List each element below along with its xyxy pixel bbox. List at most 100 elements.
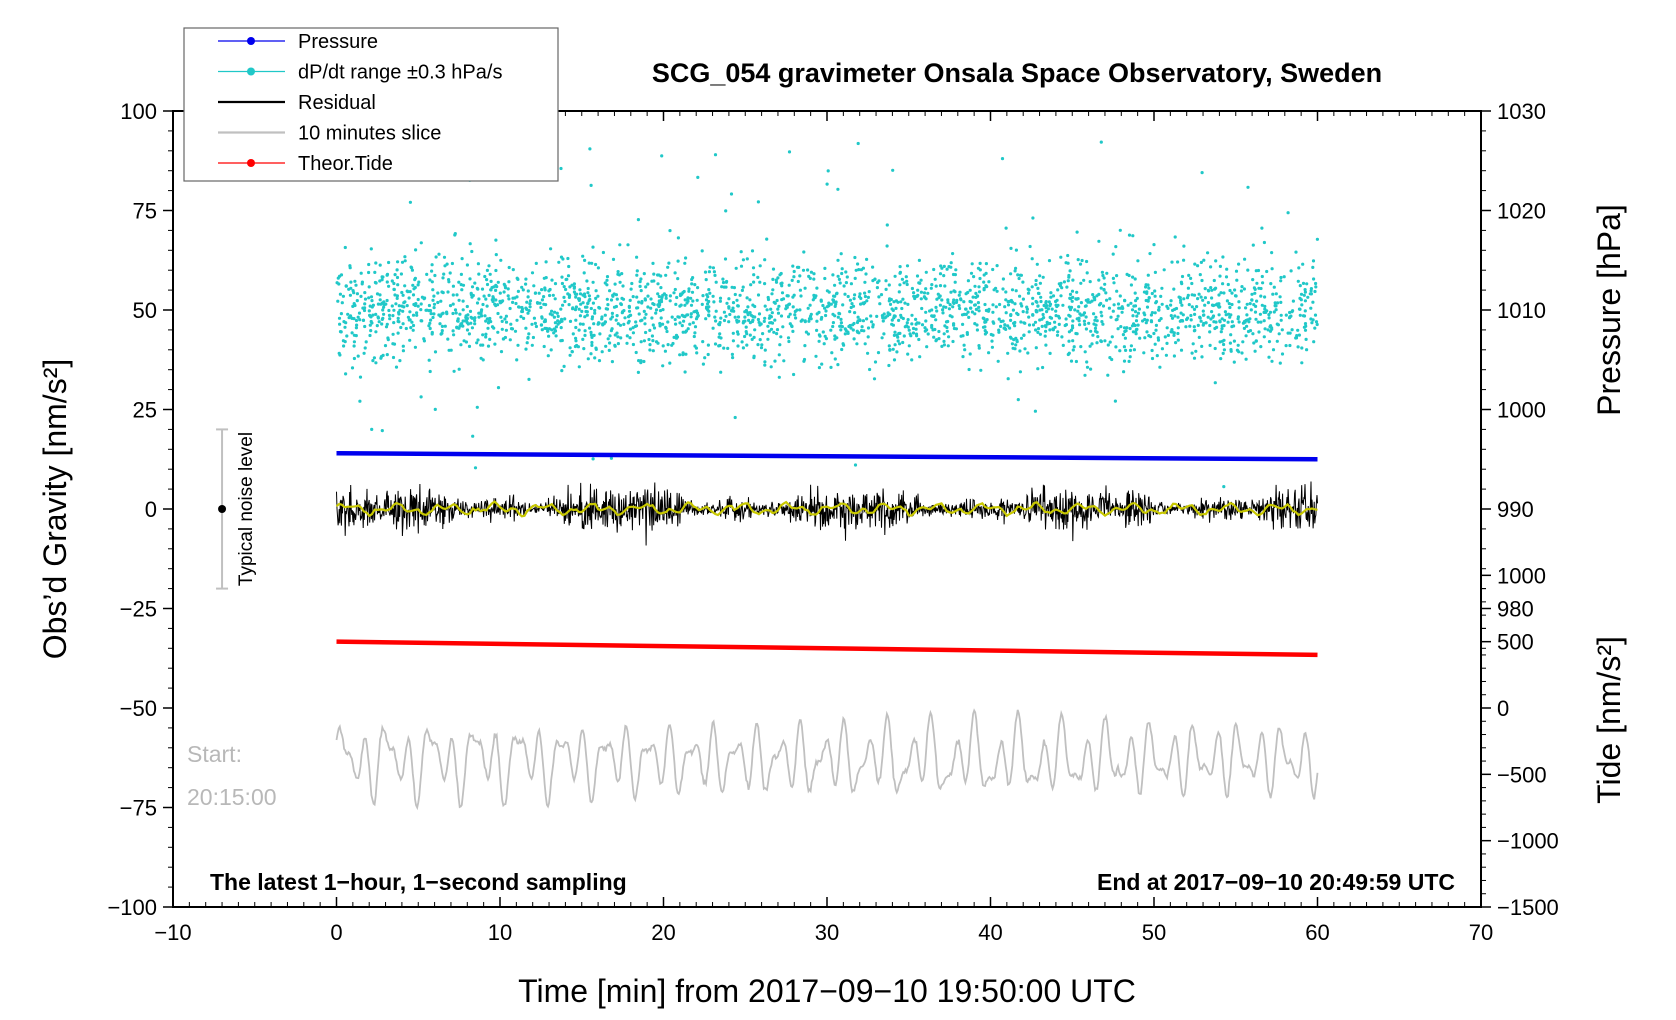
dpdt-point <box>606 337 610 341</box>
dpdt-point <box>670 315 674 319</box>
dpdt-point <box>1013 269 1017 273</box>
pressure-tick-label: 1020 <box>1497 199 1546 224</box>
dpdt-point <box>1304 324 1308 328</box>
dpdt-point <box>942 264 946 268</box>
dpdt-point <box>1170 328 1174 332</box>
dpdt-point <box>1279 318 1283 322</box>
dpdt-point <box>451 311 455 316</box>
dpdt-point <box>806 268 810 272</box>
dpdt-point <box>1228 288 1232 293</box>
dpdt-point <box>494 283 498 287</box>
dpdt-point <box>618 323 623 327</box>
dpdt-point <box>701 362 706 366</box>
dpdt-point <box>429 318 433 322</box>
dpdt-point <box>846 294 850 299</box>
dpdt-point <box>909 334 913 338</box>
dpdt-point <box>411 323 416 328</box>
dpdt-point <box>801 268 806 272</box>
dpdt-point <box>1082 278 1086 282</box>
dpdt-point <box>1115 274 1119 278</box>
series-lines <box>336 451 1318 658</box>
dpdt-point <box>411 293 416 297</box>
dpdt-point <box>1229 348 1233 352</box>
dpdt-point <box>1189 313 1193 318</box>
dpdt-point <box>1112 303 1116 307</box>
dpdt-point <box>370 321 374 325</box>
dpdt-point <box>1034 328 1038 332</box>
dpdt-point <box>777 304 781 308</box>
dpdt-point <box>396 316 400 320</box>
dpdt-point <box>1051 328 1055 332</box>
dpdt-point <box>1072 345 1076 349</box>
dpdt-point <box>916 288 920 292</box>
dpdt-point <box>839 317 843 321</box>
dpdt-point <box>1101 304 1106 308</box>
dpdt-point <box>848 310 852 314</box>
dpdt-point <box>546 329 550 333</box>
dpdt-point <box>600 315 604 319</box>
dpdt-point <box>898 270 903 274</box>
dpdt-point <box>425 308 429 312</box>
dpdt-point <box>683 298 687 302</box>
dpdt-point <box>706 343 711 347</box>
dpdt-point <box>665 329 669 334</box>
dpdt-point <box>1222 318 1227 322</box>
dpdt-point <box>812 296 816 300</box>
dpdt-point <box>1023 347 1027 351</box>
dpdt-point <box>1309 287 1313 291</box>
dpdt-point <box>383 344 388 348</box>
dpdt-point <box>356 354 360 358</box>
dpdt-point <box>1018 370 1023 374</box>
dpdt-point <box>524 282 528 286</box>
dpdt-point <box>900 306 904 311</box>
dpdt-point <box>460 288 464 292</box>
dpdt-point <box>354 334 358 338</box>
dpdt-point <box>1200 344 1204 348</box>
dpdt-point <box>798 308 802 312</box>
dpdt-point <box>362 308 367 313</box>
dpdt-point <box>833 334 837 338</box>
dpdt-point <box>661 364 665 368</box>
dpdt-point <box>826 169 830 173</box>
dpdt-point <box>401 309 405 313</box>
dpdt-point <box>854 268 858 272</box>
dpdt-point <box>344 284 348 288</box>
dpdt-point <box>395 268 399 272</box>
dpdt-point <box>1133 323 1137 328</box>
dpdt-point <box>357 311 362 315</box>
dpdt-point <box>792 275 796 279</box>
dpdt-point <box>904 275 908 279</box>
dpdt-point <box>766 295 770 300</box>
x-axis-label: Time [min] from 2017−09−10 19:50:00 UTC <box>518 973 1136 1009</box>
dpdt-point <box>370 427 374 431</box>
dpdt-point <box>782 359 786 363</box>
dpdt-point <box>866 295 871 299</box>
dpdt-point <box>1067 339 1071 343</box>
dpdt-point <box>924 319 928 323</box>
dpdt-point <box>1294 250 1298 254</box>
dpdt-point <box>917 258 922 262</box>
dpdt-point <box>1013 347 1017 351</box>
dpdt-point <box>1287 316 1292 320</box>
dpdt-point <box>628 336 632 340</box>
y-tick-label: 0 <box>145 497 157 522</box>
dpdt-point <box>1237 262 1241 266</box>
dpdt-point <box>567 264 571 269</box>
dpdt-point <box>613 282 617 286</box>
dpdt-point <box>581 254 585 258</box>
dpdt-point <box>862 329 866 333</box>
dpdt-point <box>1209 286 1213 290</box>
dpdt-point <box>711 294 715 298</box>
dpdt-point <box>752 354 756 358</box>
dpdt-point <box>1176 326 1180 330</box>
dpdt-point <box>1068 314 1072 318</box>
dpdt-point <box>914 317 918 321</box>
dpdt-point <box>1071 278 1075 282</box>
dpdt-point <box>659 316 663 320</box>
dpdt-point <box>1035 300 1039 304</box>
y-tick-label: 50 <box>133 298 157 323</box>
dpdt-point <box>382 305 386 309</box>
dpdt-point <box>1288 343 1292 348</box>
dpdt-point <box>969 306 973 310</box>
dpdt-point <box>642 272 646 276</box>
